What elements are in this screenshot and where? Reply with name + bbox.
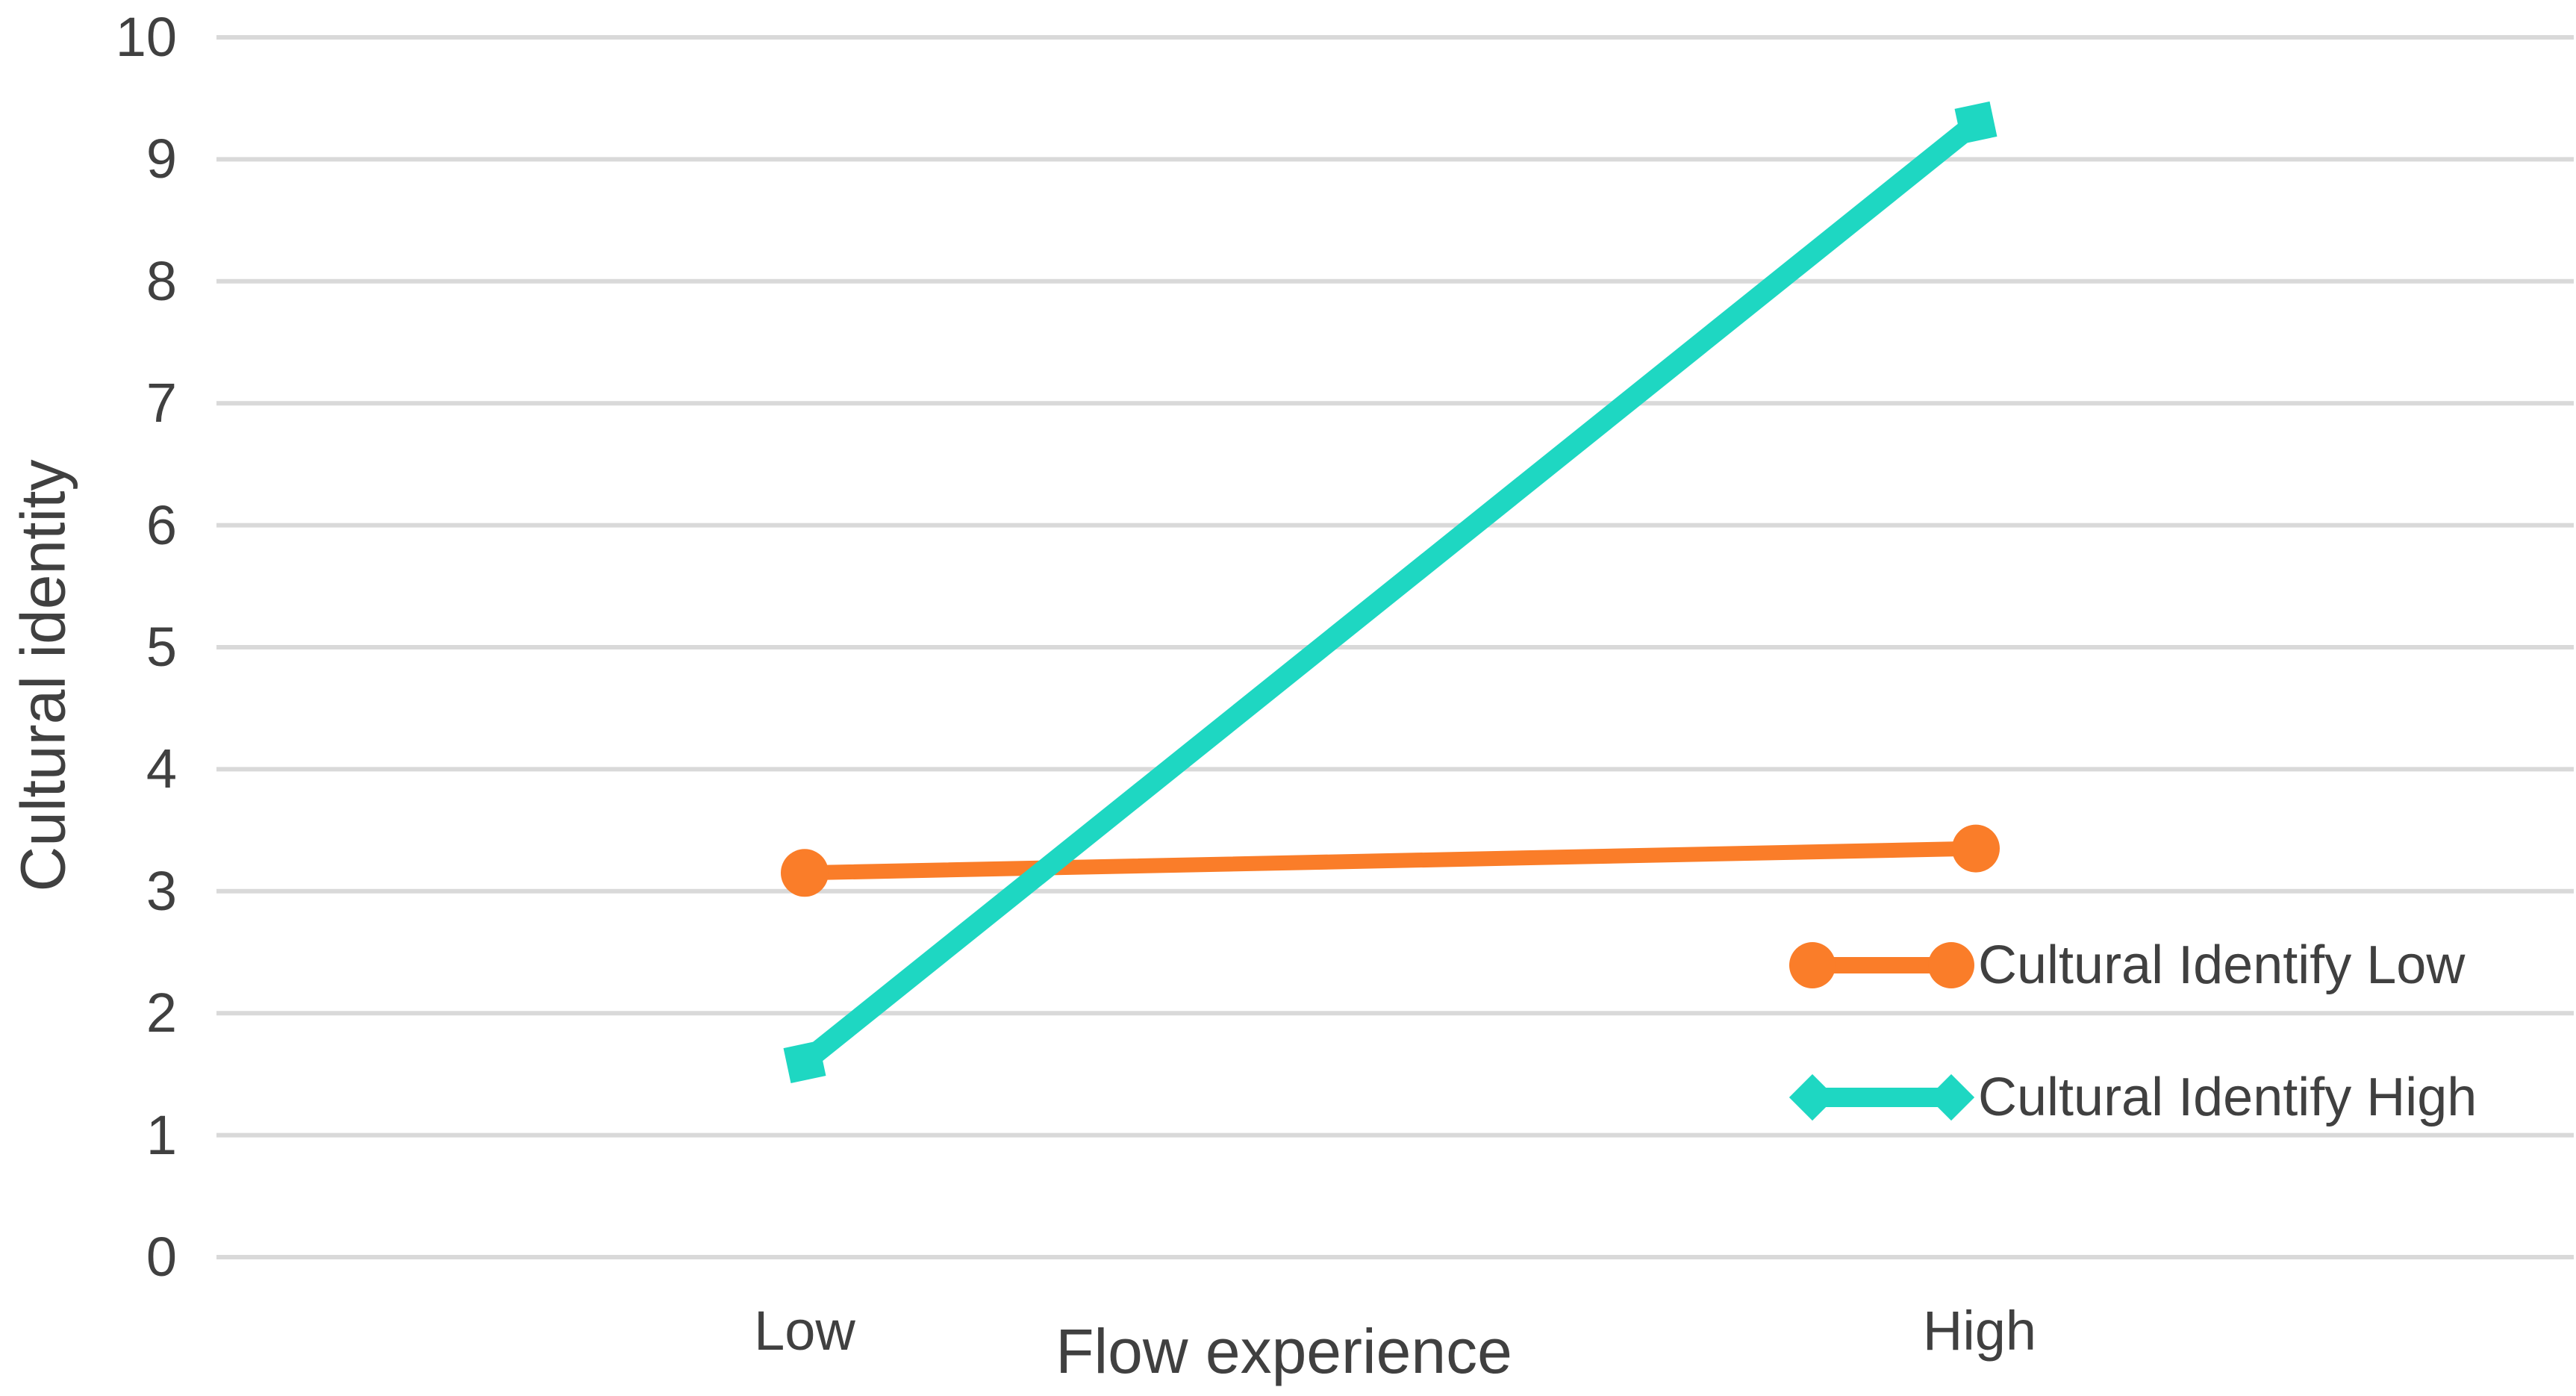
y-tick-label: 5 [146, 616, 177, 678]
data-point-marker [1952, 824, 2000, 873]
x-axis-title: Flow experience [1055, 1316, 1512, 1386]
y-tick-label: 3 [146, 859, 177, 922]
legend-item-cultural-identify-low: Cultural Identify Low [1786, 934, 2465, 997]
x-category-label-high: High [1922, 1300, 2037, 1362]
legend-marker [1928, 942, 1974, 988]
y-tick-label: 0 [146, 1226, 177, 1288]
y-tick-label: 7 [146, 372, 177, 434]
y-tick-label: 6 [146, 493, 177, 556]
series-line-high [794, 112, 1986, 1073]
y-axis-title: Cultural identity [7, 459, 78, 892]
legend-label-low: Cultural Identify Low [1978, 935, 2466, 995]
y-tick-label: 1 [146, 1103, 177, 1166]
legend-item-cultural-identify-high: Cultural Identify High [1786, 1066, 2477, 1129]
y-tick-label: 8 [146, 249, 177, 312]
y-tick-label: 4 [146, 738, 177, 800]
legend-marker [1789, 942, 1836, 988]
legend-label-high: Cultural Identify High [1978, 1068, 2477, 1127]
y-tick-label: 2 [146, 982, 177, 1044]
x-category-label-low: Low [754, 1300, 855, 1362]
legend-diamond-marker-icon [1788, 1074, 1975, 1121]
legend-circle-marker-icon [1789, 942, 1974, 988]
legend-marker [1788, 1074, 1836, 1121]
data-point-marker [783, 1041, 826, 1084]
series-line-low [797, 841, 1983, 881]
data-point-marker [781, 849, 829, 897]
data-point-marker [1954, 101, 1998, 144]
y-tick-label: 10 [115, 6, 177, 68]
y-tick-label: 9 [146, 128, 177, 190]
legend-marker [1927, 1074, 1975, 1121]
